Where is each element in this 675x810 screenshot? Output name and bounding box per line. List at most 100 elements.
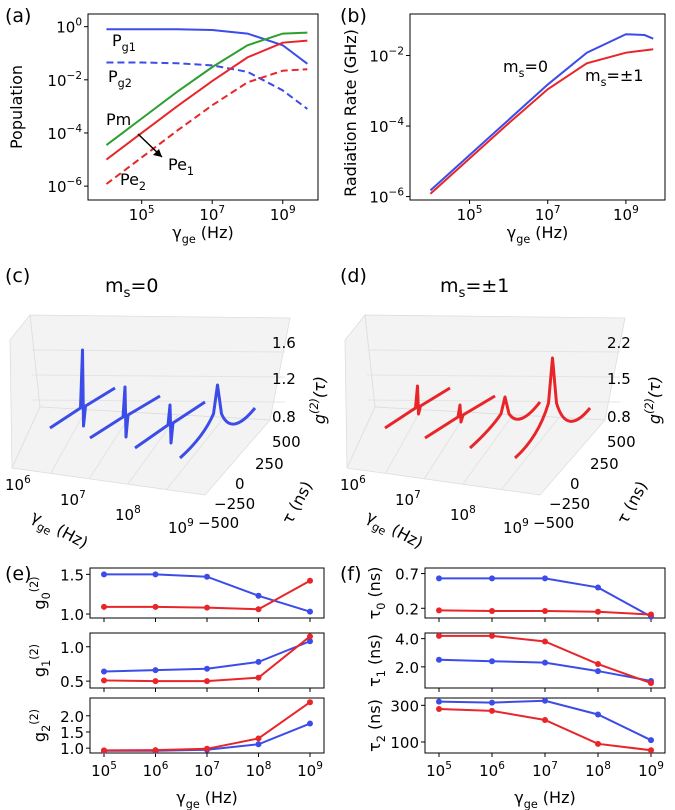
panel-label: (e) [5,563,32,585]
subplot-frame [424,697,666,754]
y-axis-label: g1(2) [28,644,53,677]
y-tick-label: 10−2 [47,70,82,90]
data-point [595,661,601,668]
x-tick-label: 106 [5,474,31,494]
panel-label: (a) [5,5,31,27]
x-tick-label: 105 [129,204,155,224]
panel-a: 105 107 109 100 10−2 10−4 10−6 γge (Hz) Populati… [7,13,319,246]
data-point [101,603,107,610]
data-point [152,571,159,578]
g2-trace [424,394,496,440]
series-line-ms=±1 [438,708,652,752]
y-tick-label: 2.0 [60,708,84,726]
data-point [489,608,495,615]
data-point [595,740,601,747]
data-point [436,698,442,705]
data-point [489,707,495,714]
x-axis-label: γge (Hz) [26,507,91,556]
z-axis-label: g(2)(τ) [643,376,664,424]
series-line-ms=±1 [103,701,311,752]
data-point [542,717,548,723]
tau-tick-label: 500 [272,433,301,451]
x-tick-label: 108 [246,760,272,780]
y-tick-label: 300 [390,697,419,715]
tau-tick-label: −250 [214,495,255,513]
x-axis-label: γge (Hz) [507,223,568,246]
pane-floor [11,406,271,496]
x-tick-label: 105 [426,760,452,780]
data-point [307,608,313,615]
grid-line [366,374,621,378]
tau-axis-label: τ (ns) [278,478,316,527]
panel-label: (f) [340,563,362,585]
panel-title: ms=0 [105,275,158,301]
x-tick-label: 107 [199,204,225,224]
grid-line [31,399,286,403]
tau-tick-label: 0 [570,475,580,493]
y-tick-label: 10−2 [369,45,404,65]
plot-frame [409,13,666,201]
y-tick-label: 2.0 [395,659,419,677]
data-point [648,611,654,618]
x-tick-label: 105 [91,760,117,780]
data-point [489,575,495,582]
grid-line [385,409,422,474]
data-point [489,632,495,639]
series-line-ms=±1 [429,48,654,195]
grid-line [366,399,621,403]
data-point [255,674,262,681]
panel-e: 1.51.0g0(2)1.00.5g1(2)2.01.51.0g2(2)105 1… [28,566,325,810]
series-line-Pg1 [106,28,308,65]
y-tick-label: 100 [390,734,419,752]
g2-trace [89,385,161,440]
y-tick-label: 10−4 [47,123,82,143]
data-point [255,658,262,665]
y-tick-label: 1.5 [60,566,84,584]
x-tick-label: 109 [297,760,323,780]
data-point [542,575,548,582]
grid-line [166,417,225,490]
data-point [255,741,262,748]
x-tick-label: 109 [638,760,664,780]
series-line-ms=±1 [103,635,311,683]
y-axis-label: τ2 (ns) [365,699,388,752]
z-tick-label: 1.5 [607,370,631,388]
y-tick-label: 1.5 [60,724,84,742]
y-tick-label: 1.0 [60,606,84,624]
data-point [436,656,442,663]
data-point [436,706,442,712]
panel-label: (d) [340,265,367,287]
subplot-frame [89,697,325,754]
grid-line [501,417,560,490]
x-tick-label: 106 [479,760,505,780]
g2-trace [514,356,592,460]
y-tick-label: 1.0 [60,639,84,657]
y-tick-label: 10−6 [369,187,404,207]
grid-line [31,374,286,378]
series-label-pg2: Pg2 [108,67,132,90]
x-tick-label: 106 [143,760,169,780]
tau-tick-label: 250 [255,455,284,473]
data-point [542,697,548,704]
data-point [152,603,159,610]
x-tick-label: 108 [115,504,141,524]
plot-frame [87,13,319,201]
grid-line [31,349,286,353]
y-tick-label: 10−6 [47,176,82,196]
x-tick-label: 109 [503,517,529,537]
x-tick-label: 108 [450,504,476,524]
grid-line [423,411,468,480]
panel-d: 2.2 1.5 0.8 g(2)(τ) 106 107 108 109 γge (Hz) 500 2… [340,275,664,552]
x-axis-label: γge (Hz) [514,788,575,810]
data-point [204,745,210,752]
y-axis-label: τ1 (ns) [365,634,388,687]
data-point [152,667,159,674]
y-tick-label: 1.0 [60,740,84,758]
y-tick-label: 0.5 [60,673,84,691]
data-point [101,571,107,578]
data-point [489,658,495,665]
y-axis-label: Radiation Rate (GHz) [341,29,360,197]
series-label-pe2: Pe2 [120,170,146,193]
data-point [101,747,107,754]
